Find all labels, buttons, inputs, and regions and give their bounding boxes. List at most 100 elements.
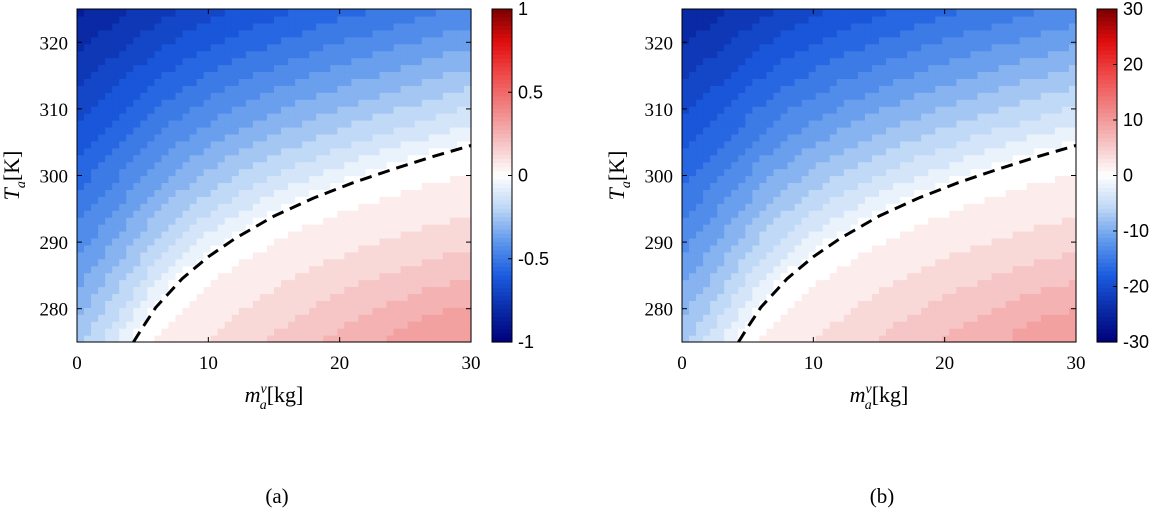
heatmap-cell bbox=[731, 9, 739, 17]
heatmap-cell bbox=[252, 203, 261, 211]
heatmap-cell bbox=[288, 113, 296, 121]
heatmap-cell bbox=[456, 85, 465, 93]
heatmap-cell bbox=[259, 279, 268, 288]
heatmap-cell bbox=[309, 147, 317, 156]
heatmap-cell bbox=[780, 29, 789, 38]
heatmap-cell bbox=[344, 50, 352, 59]
heatmap-cell bbox=[330, 71, 338, 79]
heatmap-cell bbox=[991, 29, 1000, 38]
heatmap-cell bbox=[77, 126, 85, 135]
heatmap-cell bbox=[857, 168, 866, 177]
heatmap-cell bbox=[900, 57, 908, 66]
heatmap-cell bbox=[682, 36, 690, 45]
heatmap-cell bbox=[224, 196, 233, 204]
heatmap-cell bbox=[140, 182, 148, 190]
heatmap-cell bbox=[400, 113, 409, 121]
heatmap-cell bbox=[928, 210, 936, 218]
heatmap-cell bbox=[351, 106, 360, 114]
heatmap-cell bbox=[428, 43, 437, 52]
heatmap-cell bbox=[147, 154, 155, 163]
heatmap-cell bbox=[794, 78, 803, 86]
heatmap-cell bbox=[907, 120, 915, 128]
heatmap-cell bbox=[815, 251, 824, 260]
heatmap-cell bbox=[323, 22, 331, 31]
heatmap-cell bbox=[428, 286, 437, 295]
heatmap-cell bbox=[815, 85, 824, 93]
heatmap-cell bbox=[330, 64, 338, 73]
heatmap-cell bbox=[189, 237, 198, 246]
heatmap-cell bbox=[766, 265, 775, 274]
heatmap-cell bbox=[998, 231, 1007, 239]
heatmap-cell bbox=[302, 29, 310, 38]
heatmap-cell bbox=[217, 57, 226, 66]
heatmap-cell bbox=[365, 22, 374, 31]
heatmap-cell bbox=[759, 50, 768, 59]
heatmap-cell bbox=[414, 286, 423, 295]
heatmap-cell bbox=[274, 300, 282, 308]
heatmap-cell bbox=[421, 71, 430, 79]
heatmap-cell bbox=[914, 92, 922, 100]
heatmap-cell bbox=[91, 29, 99, 38]
heatmap-cell bbox=[689, 217, 697, 225]
heatmap-cell bbox=[393, 106, 402, 114]
heatmap-cell bbox=[696, 50, 704, 59]
heatmap-cell bbox=[724, 15, 732, 24]
heatmap-cell bbox=[309, 203, 317, 211]
heatmap-cell bbox=[759, 237, 768, 246]
heatmap-cell bbox=[259, 15, 268, 24]
heatmap-cell bbox=[259, 78, 268, 86]
heatmap-cell bbox=[316, 43, 324, 52]
heatmap-cell bbox=[119, 335, 127, 343]
heatmap-cell bbox=[379, 321, 388, 329]
heatmap-cell bbox=[351, 175, 360, 184]
heatmap-cell bbox=[330, 175, 338, 184]
heatmap-cell bbox=[365, 50, 374, 59]
heatmap-cell bbox=[196, 78, 205, 86]
heatmap-cell bbox=[407, 15, 416, 24]
heatmap-cell bbox=[281, 210, 289, 218]
heatmap-cell bbox=[302, 314, 310, 322]
heatmap-cell bbox=[773, 217, 782, 225]
heatmap-cell bbox=[309, 92, 317, 100]
heatmap-cell bbox=[949, 217, 957, 225]
heatmap-cell bbox=[991, 244, 1000, 253]
heatmap-cell bbox=[815, 15, 824, 24]
heatmap-cell bbox=[189, 154, 198, 163]
heatmap-cell bbox=[161, 251, 170, 260]
heatmap-cell bbox=[738, 15, 746, 24]
heatmap-cell bbox=[84, 78, 92, 86]
heatmap-cell bbox=[161, 9, 170, 17]
heatmap-cell bbox=[210, 203, 219, 211]
heatmap-cell bbox=[801, 168, 810, 177]
heatmap-cell bbox=[274, 321, 282, 329]
heatmap-cell bbox=[147, 307, 155, 315]
heatmap-cell bbox=[77, 106, 85, 114]
heatmap-cell bbox=[168, 258, 177, 267]
heatmap-cell bbox=[428, 175, 437, 184]
heatmap-cell bbox=[154, 9, 163, 17]
heatmap-cell bbox=[822, 231, 831, 239]
heatmap-cell bbox=[210, 196, 219, 204]
heatmap-cell bbox=[801, 203, 810, 211]
heatmap-cell bbox=[428, 251, 437, 260]
heatmap-cell bbox=[295, 133, 303, 142]
heatmap-cell bbox=[77, 57, 85, 66]
heatmap-cell bbox=[794, 244, 803, 253]
heatmap-cell bbox=[745, 140, 753, 149]
heatmap-cell bbox=[126, 231, 134, 239]
heatmap-cell bbox=[421, 175, 430, 184]
heatmap-cell bbox=[98, 92, 106, 100]
heatmap-cell bbox=[710, 189, 718, 197]
heatmap-cell bbox=[203, 196, 212, 204]
heatmap-cell bbox=[745, 175, 753, 184]
heatmap-cell bbox=[316, 92, 324, 100]
heatmap-cell bbox=[456, 203, 465, 211]
heatmap-cell bbox=[224, 203, 233, 211]
heatmap-cell bbox=[379, 244, 388, 253]
heatmap-cell bbox=[963, 182, 972, 190]
heatmap-cell bbox=[900, 113, 908, 121]
heatmap-cell bbox=[984, 258, 993, 267]
heatmap-cell bbox=[914, 307, 922, 315]
heatmap-cell bbox=[759, 217, 768, 225]
heatmap-cell bbox=[372, 265, 381, 274]
